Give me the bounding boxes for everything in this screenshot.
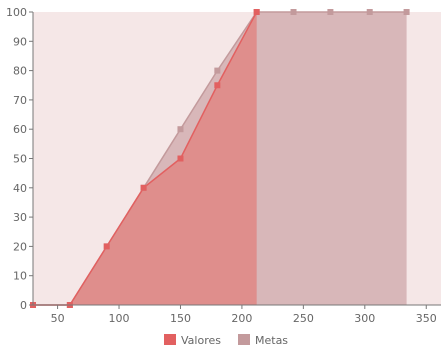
valores-point [177,155,184,162]
metas-point [327,9,334,15]
metas-point [366,9,373,15]
y-tick-label: 80 [13,65,27,78]
valores-point [253,9,260,15]
series-markers [30,9,410,308]
x-tick-label: 350 [416,312,437,325]
metas-point [214,67,221,74]
legend-swatch-valores [164,334,176,345]
y-tick-label: 50 [13,153,27,166]
valores-point [140,184,147,191]
y-tick-label: 60 [13,123,27,136]
y-tick-label: 90 [13,35,27,48]
axes: 0 10 20 30 40 50 60 70 80 90 100 50 100 150 200 250 300 3… [6,6,441,325]
y-tick-label: 0 [20,299,27,312]
y-tick-label: 10 [13,270,27,283]
y-tick-label: 20 [13,240,27,253]
x-tick-label: 250 [293,312,314,325]
y-tick-label: 40 [13,182,27,195]
legend-label-metas: Metas [255,334,288,346]
legend-swatch-metas [238,334,250,345]
valores-area [33,12,257,305]
metas-point [403,9,410,15]
metas-point [177,126,184,133]
x-tick-label: 50 [51,312,65,325]
x-tick-label: 200 [231,312,252,325]
metas-point [290,9,297,15]
valores-point [214,82,221,89]
legend: Valores Metas [164,334,288,346]
series-areas [33,12,407,305]
legend-label-valores: Valores [181,334,221,346]
y-tick-label: 100 [6,6,27,19]
y-tick-label: 70 [13,94,27,107]
valores-point [103,243,110,250]
x-tick-label: 150 [170,312,191,325]
x-tick-label: 100 [109,312,130,325]
x-tick-label: 300 [354,312,375,325]
y-tick-label: 30 [13,211,27,224]
